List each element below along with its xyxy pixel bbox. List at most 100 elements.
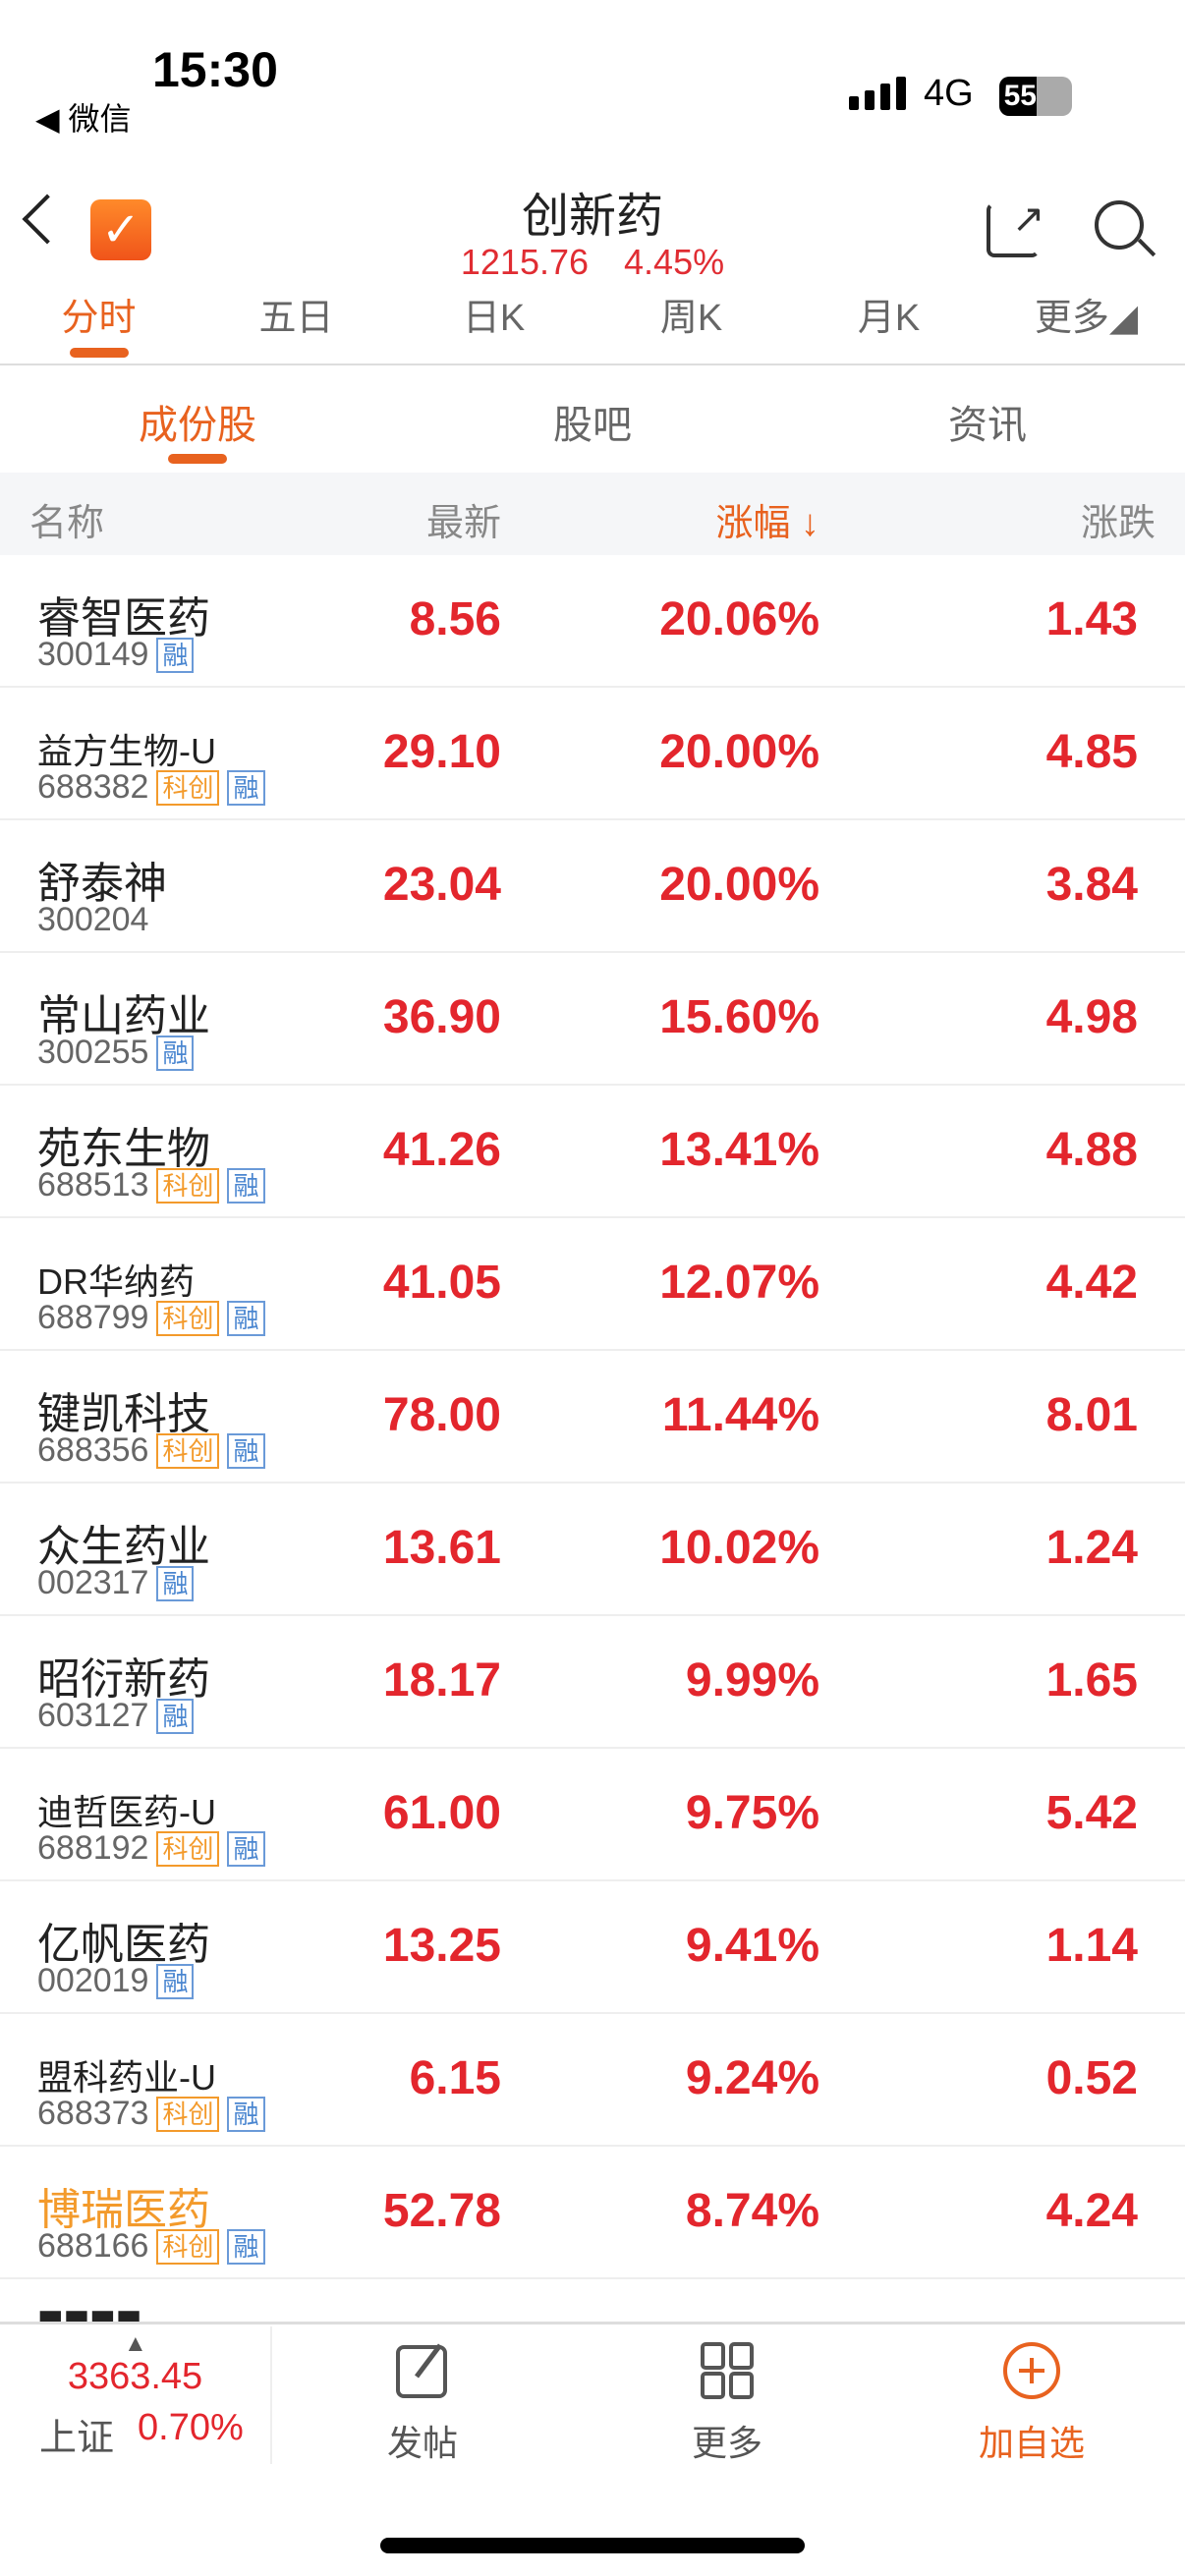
stock-code-line: 688373 科创融 (37, 2095, 265, 2133)
change-amount: 0.52 (1045, 2052, 1138, 2104)
change-pct: 10.02% (659, 1522, 819, 1574)
tab-weekly-k[interactable]: 周K (659, 298, 723, 339)
table-row[interactable]: 键凯科技 688356 科创融 78.00 11.44% 8.01 (0, 1351, 1185, 1484)
stock-name: 昭衍新药 (37, 1655, 210, 1704)
margin-trading-tag: 融 (227, 2096, 265, 2132)
more-button[interactable]: 更多 (629, 2338, 825, 2466)
home-indicator[interactable] (380, 2538, 805, 2553)
star-market-tag: 科创 (156, 1830, 220, 1867)
tab-intraday[interactable]: 分时 (0, 287, 198, 358)
tab-news[interactable]: 资讯 (948, 404, 1027, 447)
tab-more[interactable]: 更多◢ (1034, 298, 1139, 339)
margin-trading-tag: 融 (156, 1565, 195, 1601)
post-label: 发帖 (386, 2423, 458, 2463)
stock-name: 迪哲医药-U (37, 1792, 216, 1832)
stock-code-line: 603127 融 (37, 1697, 195, 1735)
col-name[interactable]: 名称 (29, 503, 105, 544)
change-pct: 11.44% (661, 1389, 819, 1441)
battery-icon: 55 (999, 77, 1072, 116)
table-row[interactable]: 睿智医药 300149 融 8.56 20.06% 1.43 (0, 555, 1185, 688)
stock-code-line: 300255 融 (37, 1034, 195, 1072)
change-amount: 5.42 (1045, 1787, 1138, 1839)
tab-label: 分时 (61, 298, 137, 339)
stock-name: 众生药业 (37, 1523, 210, 1571)
star-market-tag: 科创 (156, 1167, 220, 1204)
tab-constituents[interactable]: 成份股 (0, 393, 395, 464)
sh-index-value[interactable]: 3363.45 (67, 2356, 203, 2397)
stock-name: 苑东生物 (37, 1125, 210, 1173)
col-change-pct[interactable]: 涨幅 ↓ (715, 503, 819, 544)
latest-price: 23.04 (382, 859, 501, 911)
table-row[interactable]: 博瑞医药 688166 科创融 52.78 8.74% 4.24 (0, 2147, 1185, 2279)
search-icon[interactable] (1095, 200, 1144, 250)
table-row[interactable]: 苑东生物 688513 科创融 41.26 13.41% 4.88 (0, 1086, 1185, 1218)
stock-code: 688192 (37, 1829, 149, 1867)
change-pct: 8.74% (685, 2185, 819, 2237)
stock-code-line: 300204 (37, 901, 148, 939)
grid-icon (629, 2338, 825, 2403)
stock-code: 300255 (37, 1034, 149, 1071)
col-change[interactable]: 涨跌 (1080, 503, 1156, 544)
add-watchlist-label: 加自选 (978, 2423, 1085, 2463)
expand-up-icon[interactable]: ▲ (124, 2330, 147, 2357)
latest-price: 13.61 (382, 1522, 501, 1574)
post-button[interactable]: 发帖 (324, 2338, 521, 2466)
table-row[interactable]: 亿帆医药 002019 融 13.25 9.41% 1.14 (0, 1881, 1185, 2014)
table-row[interactable]: 益方生物-U 688382 科创融 29.10 20.00% 4.85 (0, 688, 1185, 820)
table-row[interactable]: DR华纳药 688799 科创融 41.05 12.07% 4.42 (0, 1218, 1185, 1351)
change-pct: 20.00% (659, 726, 819, 778)
sh-index-pct: 0.70% (138, 2407, 244, 2448)
divider (0, 364, 1185, 365)
bottom-bar (0, 2322, 1185, 2479)
tab-5day[interactable]: 五日 (258, 298, 334, 339)
change-pct: 9.24% (685, 2052, 819, 2104)
stock-code-line: 002019 融 (37, 1962, 195, 2000)
stock-list: 睿智医药 300149 融 8.56 20.06% 1.43 益方生物-U 6883… (0, 555, 1185, 2279)
content-tabs: 成份股 股吧 资讯 (0, 393, 1185, 464)
tab-monthly-k[interactable]: 月K (857, 298, 921, 339)
margin-trading-tag: 融 (227, 1432, 265, 1469)
edit-icon (324, 2338, 521, 2403)
table-row[interactable]: 迪哲医药-U 688192 科创融 61.00 9.75% 5.42 (0, 1749, 1185, 1881)
change-pct: 15.60% (659, 991, 819, 1043)
table-row[interactable]: 众生药业 002317 融 13.61 10.02% 1.24 (0, 1484, 1185, 1616)
latest-price: 52.78 (382, 2185, 501, 2237)
add-watchlist-button[interactable]: 加自选 (933, 2338, 1130, 2466)
stock-code: 300204 (37, 901, 149, 938)
table-row[interactable]: 昭衍新药 603127 融 18.17 9.99% 1.65 (0, 1616, 1185, 1749)
stock-code: 688356 (37, 1431, 149, 1469)
latest-price: 41.05 (382, 1257, 501, 1309)
margin-trading-tag: 融 (227, 769, 265, 806)
app-logo-check-icon: ✓ (90, 199, 151, 260)
margin-trading-tag: 融 (156, 1963, 195, 1999)
change-pct: 9.41% (685, 1920, 819, 1972)
star-market-tag: 科创 (156, 1432, 220, 1469)
index-quote: 1215.76 4.45% (0, 242, 1185, 283)
share-arrow-icon: ↗ (1012, 197, 1045, 241)
stock-code: 688513 (37, 1166, 149, 1204)
latest-price: 41.26 (382, 1124, 501, 1176)
change-amount: 4.98 (1045, 991, 1138, 1043)
tab-underline (168, 454, 227, 464)
stock-code: 688373 (37, 2095, 149, 2132)
table-row[interactable]: 常山药业 300255 融 36.90 15.60% 4.98 (0, 953, 1185, 1086)
stock-code: 603127 (37, 1697, 149, 1734)
share-icon[interactable] (987, 202, 1040, 257)
stock-name: 舒泰神 (37, 860, 167, 908)
latest-price: 29.10 (382, 726, 501, 778)
tab-daily-k[interactable]: 日K (462, 298, 526, 339)
change-amount: 4.42 (1045, 1257, 1138, 1309)
stock-code-line: 688513 科创融 (37, 1166, 265, 1204)
status-time: 15:30 (152, 42, 278, 97)
change-pct: 9.75% (685, 1787, 819, 1839)
tab-forum[interactable]: 股吧 (553, 404, 632, 447)
latest-price: 78.00 (382, 1389, 501, 1441)
table-row[interactable]: 盟科药业-U 688373 科创融 6.15 9.24% 0.52 (0, 2014, 1185, 2147)
stock-name: 键凯科技 (37, 1390, 210, 1438)
col-latest[interactable]: 最新 (425, 503, 501, 544)
back-to-wechat[interactable]: ◀ 微信 (35, 101, 132, 137)
change-pct: 20.06% (659, 593, 819, 645)
latest-price: 8.56 (409, 593, 501, 645)
index-change-pct: 4.45% (624, 242, 725, 282)
table-row[interactable]: 舒泰神 300204 23.04 20.00% 3.84 (0, 820, 1185, 953)
